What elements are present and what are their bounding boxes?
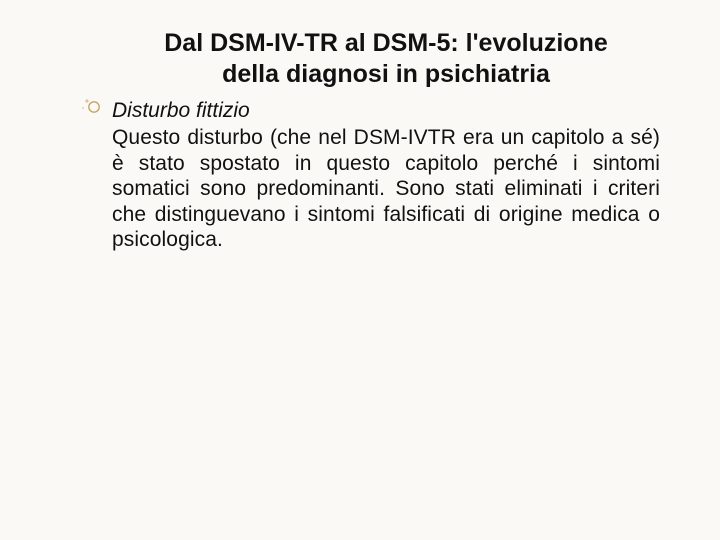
slide-body-text: Questo disturbo (che nel DSM-IVTR era un… [112, 125, 660, 253]
slide-title: Dal DSM-IV-TR al DSM-5: l'evoluzione del… [146, 28, 626, 89]
slide: Dal DSM-IV-TR al DSM-5: l'evoluzione del… [0, 0, 720, 540]
slide-subtitle: Disturbo fittizio [112, 99, 660, 123]
corner-ornament-icon [78, 96, 100, 118]
content-block: Disturbo fittizio Questo disturbo (che n… [112, 99, 660, 253]
